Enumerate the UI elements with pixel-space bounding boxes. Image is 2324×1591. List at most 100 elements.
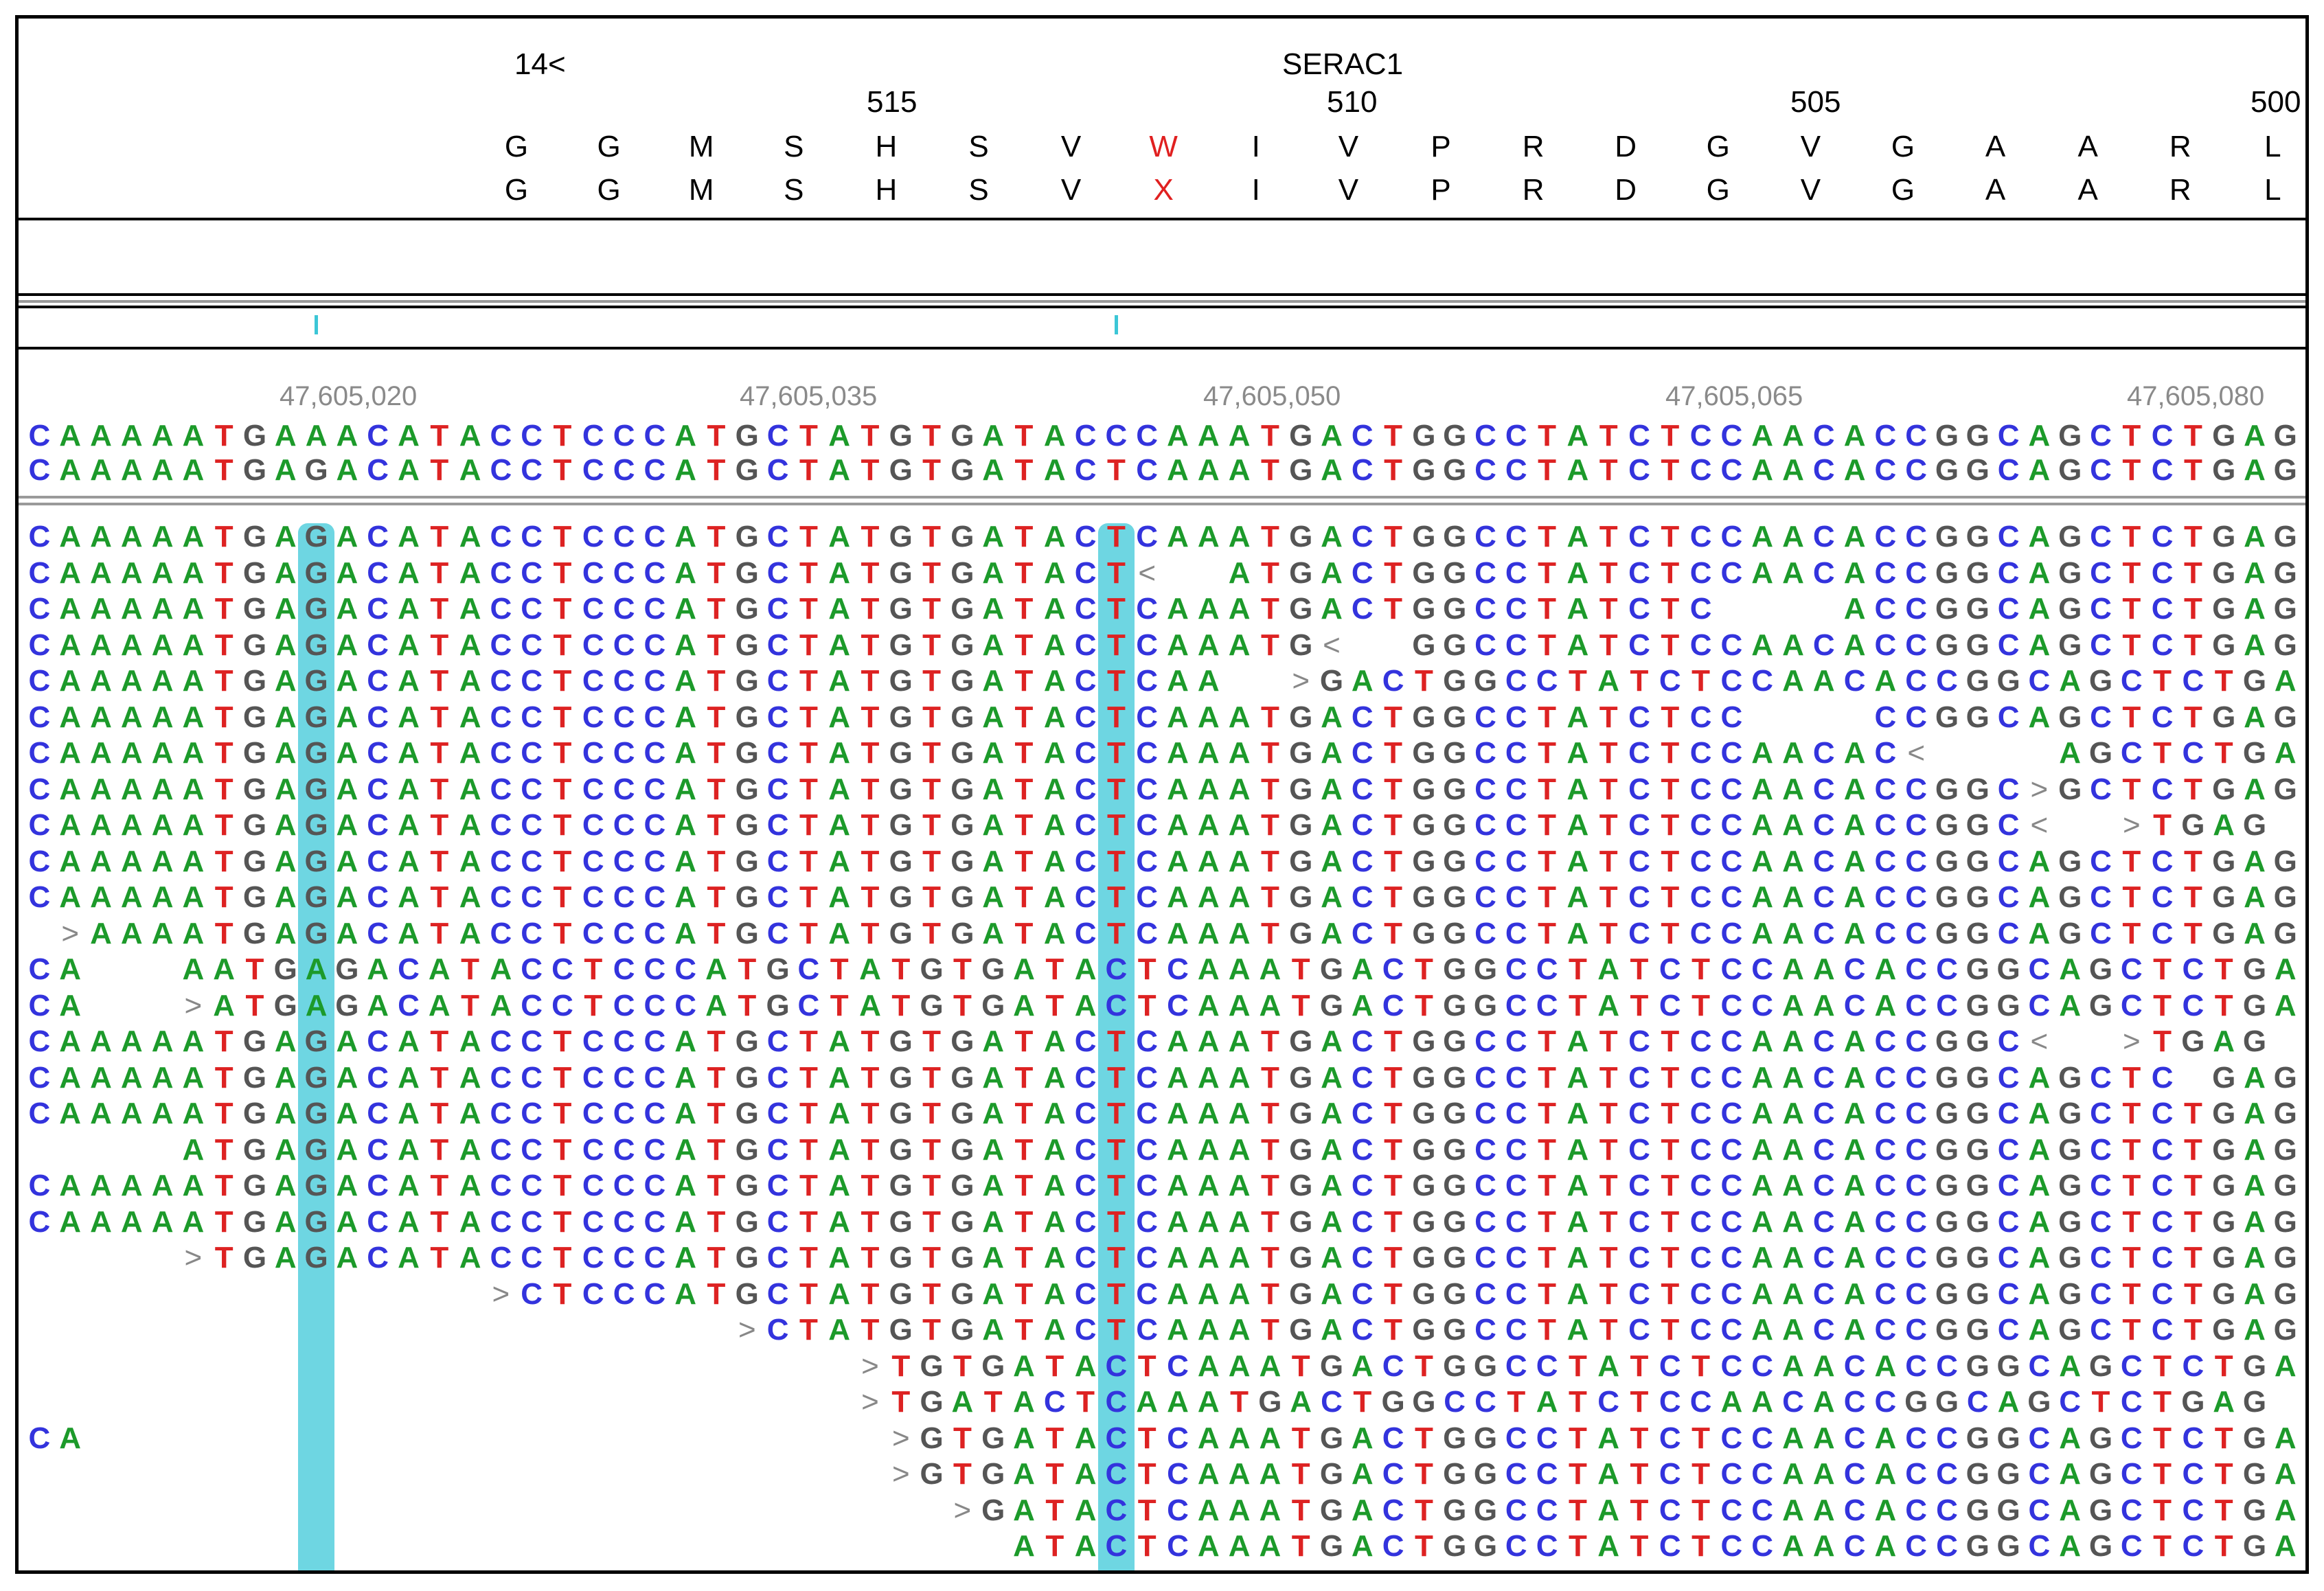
base: T (1384, 808, 1403, 842)
base: A (1074, 952, 1097, 986)
base: G (1412, 1241, 1436, 1274)
base: C (521, 1241, 543, 1274)
base: C (490, 664, 512, 698)
base: A (2028, 628, 2051, 662)
base: A (1043, 1025, 1066, 1058)
base: T (1599, 916, 1618, 950)
base: C (2090, 1060, 2112, 1095)
base: A (674, 1241, 697, 1274)
base: A (1013, 1493, 1035, 1527)
amino-acid: V (1800, 130, 1821, 163)
base: C (613, 808, 635, 842)
base: G (242, 628, 267, 662)
base: A (674, 736, 697, 770)
base: A (59, 1025, 82, 1058)
base: A (1567, 808, 1589, 842)
base: C (1136, 880, 1159, 914)
base: G (1966, 1457, 1990, 1491)
base: T (1137, 952, 1157, 986)
base: A (828, 736, 851, 770)
base: A (1197, 1313, 1220, 1347)
base: A (1259, 952, 1281, 986)
base: A (1843, 1060, 1866, 1095)
base: T (584, 952, 603, 986)
base: C (766, 772, 789, 806)
base: A (1321, 1241, 1343, 1274)
base: C (490, 520, 512, 553)
base: A (1228, 1241, 1251, 1274)
variant-column-highlight (298, 523, 334, 1570)
gene-name[interactable]: SERAC1 (1282, 47, 1404, 81)
base: C (521, 592, 543, 626)
base: C (2090, 628, 2112, 662)
base: G (1962, 1566, 1993, 1571)
amino-acid: S (784, 173, 804, 207)
base: T (707, 844, 726, 878)
base: A (1812, 1529, 1835, 1563)
base: T (1568, 1349, 1587, 1383)
base: T (553, 592, 572, 626)
base: A (459, 419, 481, 453)
base: T (1661, 1313, 1680, 1347)
base: G (335, 988, 359, 1022)
base: C (1720, 628, 1743, 662)
base: T (1661, 772, 1680, 806)
base: C (28, 700, 51, 734)
amino-acid: D (1615, 173, 1637, 207)
base: T (1260, 1204, 1279, 1239)
base: T (214, 520, 233, 553)
base: A (1167, 1241, 1189, 1274)
base: G (1966, 808, 1990, 842)
base: C (2182, 952, 2205, 986)
base: A (336, 772, 358, 806)
base: C (1997, 772, 2020, 806)
base: T (1260, 1169, 1279, 1202)
base: G (1935, 844, 1959, 878)
base: C (582, 1132, 604, 1167)
base: C (521, 1277, 543, 1311)
base: G (1443, 1277, 1467, 1311)
base: T (1014, 700, 1034, 734)
base: C (1105, 419, 1128, 453)
base: T (1599, 736, 1618, 770)
base: C (766, 700, 789, 734)
base: T (553, 628, 572, 662)
base: C (1997, 1169, 2020, 1202)
base: T (584, 988, 603, 1022)
divider (19, 300, 2305, 303)
base: A (674, 1060, 697, 1095)
base: C (1874, 520, 1897, 553)
base: G (1966, 1204, 1990, 1239)
base: C (2182, 1349, 2205, 1383)
base: T (861, 1060, 880, 1095)
base: C (1720, 1025, 1743, 1058)
base: G (2088, 952, 2113, 986)
base: C (1874, 772, 1897, 806)
base: T (2214, 664, 2233, 698)
base: T (1260, 556, 1279, 590)
base: C (1874, 916, 1897, 950)
base: T (799, 736, 818, 770)
base: G (1289, 453, 1313, 487)
base: T (1132, 1566, 1163, 1571)
base: T (707, 808, 726, 842)
base: A (828, 1277, 851, 1311)
base: A (1321, 1060, 1343, 1095)
base: A (1321, 1025, 1343, 1058)
base: A (182, 664, 205, 698)
base: A (120, 700, 143, 734)
base: G (1317, 1566, 1347, 1571)
base: G (1443, 664, 1467, 698)
base: A (1228, 916, 1251, 950)
base: G (2086, 1566, 2117, 1571)
base: C (2090, 1277, 2112, 1311)
base: T (553, 1060, 572, 1095)
base: T (1630, 1529, 1649, 1563)
base: A (1843, 556, 1866, 590)
base: C (490, 736, 512, 770)
base: A (459, 808, 481, 842)
base: C (613, 664, 635, 698)
amino-acid: V (1060, 130, 1082, 163)
base: A (982, 453, 1005, 487)
base: C (613, 1169, 635, 1202)
